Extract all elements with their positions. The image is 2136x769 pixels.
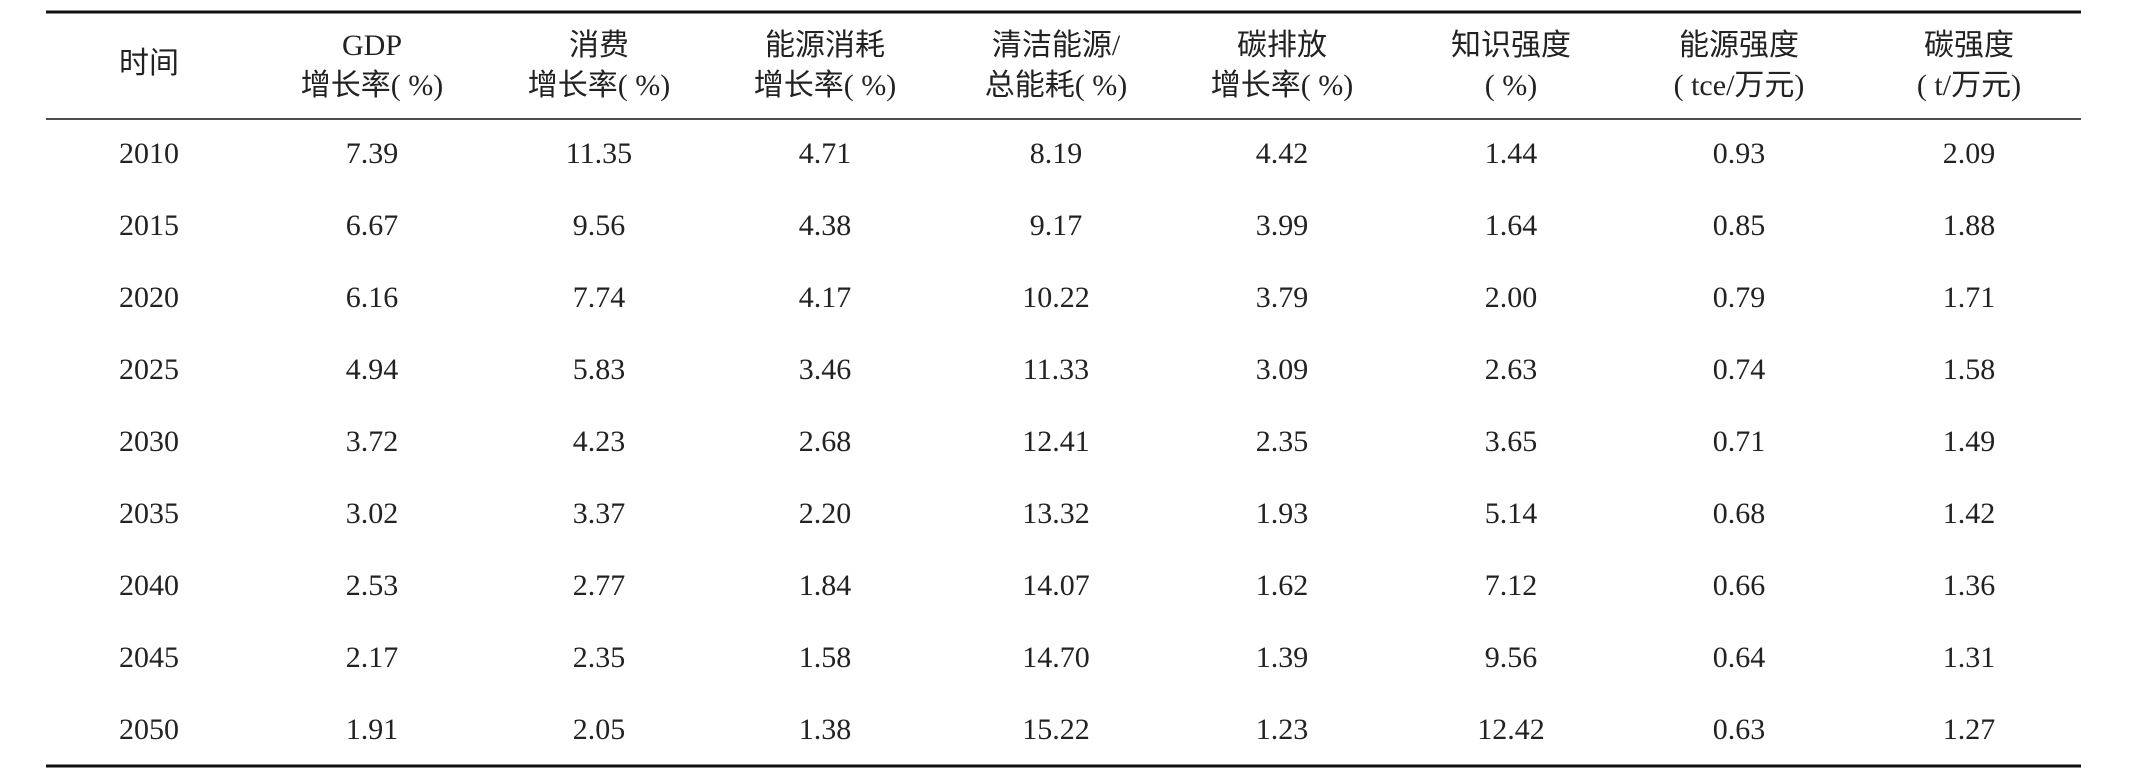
table-cell: 4.94 <box>346 353 399 386</box>
table-cell: 1.58 <box>1943 353 1996 386</box>
table-cell: 1.44 <box>1485 137 1538 170</box>
table-cell: 0.64 <box>1713 641 1766 674</box>
table-cell: 12.41 <box>1022 425 1090 458</box>
table-cell: 2.09 <box>1943 137 1996 170</box>
table-cell: 1.36 <box>1943 569 1996 602</box>
header-cell: 能源强度 <box>1679 29 1799 62</box>
table-cell: 6.16 <box>346 281 399 314</box>
table-cell: 3.46 <box>799 353 852 386</box>
table-cell: 1.42 <box>1943 497 1996 530</box>
table-cell: 0.68 <box>1713 497 1766 530</box>
header-cell: 碳排放 <box>1237 29 1327 62</box>
table-cell: 2015 <box>119 209 179 242</box>
table-cell: 1.39 <box>1256 641 1309 674</box>
table-cell: 6.67 <box>346 209 399 242</box>
table-cell: 1.38 <box>799 713 852 746</box>
header-cell: 总能耗( %) <box>985 69 1127 102</box>
header-cell: 增长率( %) <box>754 69 896 102</box>
table-cell: 1.31 <box>1943 641 1996 674</box>
table-cell: 14.07 <box>1022 569 1090 602</box>
table-cell: 1.64 <box>1485 209 1538 242</box>
table-cell: 8.19 <box>1030 137 1083 170</box>
table-cell: 0.71 <box>1713 425 1766 458</box>
table-cell: 5.83 <box>573 353 626 386</box>
table-cell: 2.17 <box>346 641 399 674</box>
table-cell: 12.42 <box>1477 713 1545 746</box>
table-cell: 2.77 <box>573 569 626 602</box>
table-cell: 2030 <box>119 425 179 458</box>
table-cell: 1.91 <box>346 713 399 746</box>
table-cell: 3.65 <box>1485 425 1538 458</box>
table-cell: 0.66 <box>1713 569 1766 602</box>
table-cell: 9.56 <box>573 209 626 242</box>
table-cell: 0.74 <box>1713 353 1766 386</box>
table-cell: 9.56 <box>1485 641 1538 674</box>
table-cell: 1.88 <box>1943 209 1996 242</box>
header-cell: GDP <box>342 29 402 62</box>
table-cell: 3.37 <box>573 497 626 530</box>
table-cell: 1.58 <box>799 641 852 674</box>
table-cell: 3.02 <box>346 497 399 530</box>
header-cell: 消费 <box>569 29 629 62</box>
table-cell: 11.33 <box>1023 353 1089 386</box>
table-cell: 2040 <box>119 569 179 602</box>
header-cell: ( tce/万元) <box>1674 69 1805 102</box>
table-cell: 4.38 <box>799 209 852 242</box>
table-cell: 1.62 <box>1256 569 1309 602</box>
table-cell: 14.70 <box>1022 641 1090 674</box>
table-cell: 2.00 <box>1485 281 1538 314</box>
table-cell: 2010 <box>119 137 179 170</box>
header-cell: 碳强度 <box>1924 29 2014 62</box>
table-cell: 10.22 <box>1022 281 1090 314</box>
table-cell: 4.23 <box>573 425 626 458</box>
table-cell: 2020 <box>119 281 179 314</box>
table-cell: 0.85 <box>1713 209 1766 242</box>
header-cell: 增长率( %) <box>1211 69 1353 102</box>
table-cell: 4.42 <box>1256 137 1309 170</box>
table-cell: 9.17 <box>1030 209 1083 242</box>
table-cell: 0.79 <box>1713 281 1766 314</box>
table-cell: 3.79 <box>1256 281 1309 314</box>
table-cell: 4.71 <box>799 137 852 170</box>
table-cell: 2.53 <box>346 569 399 602</box>
table-cell: 0.93 <box>1713 137 1766 170</box>
table-cell: 2.68 <box>799 425 852 458</box>
table-cell: 2.05 <box>573 713 626 746</box>
table-cell: 3.09 <box>1256 353 1309 386</box>
table-cell: 11.35 <box>566 137 632 170</box>
table-cell: 13.32 <box>1022 497 1090 530</box>
table-cell: 2035 <box>119 497 179 530</box>
table-cell: 2050 <box>119 713 179 746</box>
header-cell: 增长率( %) <box>301 69 443 102</box>
header-cell: 增长率( %) <box>528 69 670 102</box>
table-cell: 7.12 <box>1485 569 1538 602</box>
header-cell: 清洁能源/ <box>992 29 1121 62</box>
table-cell: 15.22 <box>1022 713 1090 746</box>
table-cell: 2.35 <box>1256 425 1309 458</box>
header-cell: 知识强度 <box>1451 29 1571 62</box>
table-cell: 3.72 <box>346 425 399 458</box>
table-cell: 2.20 <box>799 497 852 530</box>
table-cell: 1.93 <box>1256 497 1309 530</box>
table-cell: 3.99 <box>1256 209 1309 242</box>
table-cell: 5.14 <box>1485 497 1538 530</box>
table-cell: 1.49 <box>1943 425 1996 458</box>
table-cell: 2025 <box>119 353 179 386</box>
table-cell: 2045 <box>119 641 179 674</box>
table-cell: 4.17 <box>799 281 852 314</box>
table-cell: 2.35 <box>573 641 626 674</box>
header-cell: ( t/万元) <box>1917 69 2021 102</box>
table-cell: 1.23 <box>1256 713 1309 746</box>
table-cell: 1.27 <box>1943 713 1996 746</box>
table-cell: 1.84 <box>799 569 852 602</box>
header-cell: 时间 <box>119 47 179 80</box>
table-cell: 7.39 <box>346 137 399 170</box>
header-cell: ( %) <box>1485 69 1537 102</box>
table-cell: 7.74 <box>573 281 626 314</box>
header-cell: 能源消耗 <box>765 29 885 62</box>
table-cell: 0.63 <box>1713 713 1766 746</box>
table-cell: 2.63 <box>1485 353 1538 386</box>
table-cell: 1.71 <box>1943 281 1996 314</box>
